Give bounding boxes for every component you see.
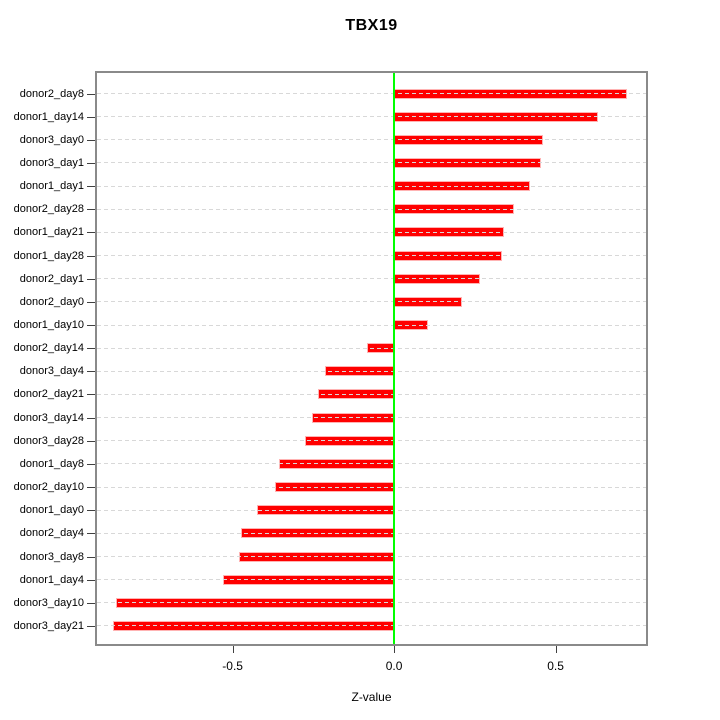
gridline: [97, 162, 646, 164]
gridline: [97, 602, 646, 604]
y-axis-label: donor1_day0: [19, 504, 84, 517]
x-axis-title: Z-value: [351, 690, 392, 704]
y-tick: [87, 371, 95, 373]
gridline: [97, 579, 646, 581]
y-tick: [87, 209, 95, 211]
y-axis-label: donor1_day14: [13, 110, 84, 123]
y-axis-label: donor2_day8: [19, 87, 84, 100]
gridline: [97, 440, 646, 442]
y-axis-label: donor3_day14: [13, 411, 84, 424]
gridline: [97, 301, 646, 303]
y-axis-label: donor2_day4: [19, 527, 84, 540]
y-axis-label: donor2_day28: [13, 203, 84, 216]
y-tick: [87, 278, 95, 280]
gridline: [97, 486, 646, 488]
gridline: [97, 93, 646, 94]
gridline: [97, 185, 646, 187]
x-tick-label: -0.5: [222, 659, 243, 673]
y-axis-label: donor1_day10: [13, 319, 84, 331]
y-axis-label: donor3_day10: [13, 596, 84, 609]
y-tick: [87, 116, 95, 118]
y-axis-label: donor2_day1: [19, 272, 84, 285]
y-axis-label: donor1_day28: [13, 249, 84, 262]
y-tick: [87, 255, 95, 257]
plot-box-border: [95, 71, 648, 646]
y-axis-label: donor2_day10: [13, 481, 84, 494]
y-axis-label: donor1_day21: [13, 226, 84, 239]
gridline: [97, 532, 646, 534]
y-axis-label: donor3_day8: [19, 550, 84, 563]
x-tick: [394, 646, 396, 653]
plot-area: [97, 73, 646, 644]
gridline: [97, 208, 646, 210]
y-axis-label: donor3_day4: [19, 365, 84, 378]
x-tick-label: 0.0: [385, 659, 403, 673]
y-tick: [87, 533, 95, 535]
y-axis-label: donor2_day14: [13, 342, 84, 355]
y-tick: [87, 463, 95, 465]
y-tick: [87, 348, 95, 350]
y-axis-label: donor1_day8: [19, 457, 84, 470]
y-axis-label: donor1_day4: [19, 573, 84, 586]
y-tick: [87, 625, 95, 627]
y-axis-label: donor3_day21: [13, 619, 84, 632]
gridline: [97, 116, 646, 118]
y-axis-label: donor3_day0: [19, 133, 84, 146]
y-axis-label: donor3_day1: [19, 156, 84, 169]
gridline: [97, 278, 646, 280]
y-tick: [87, 93, 95, 95]
gridline: [97, 625, 646, 627]
y-tick: [87, 139, 95, 141]
gridline: [97, 463, 646, 465]
y-tick: [87, 325, 95, 326]
y-tick: [87, 556, 95, 558]
gridline: [97, 417, 646, 419]
y-axis-label: donor2_day0: [19, 295, 84, 308]
gridline: [97, 393, 646, 395]
chart-title: TBX19: [345, 17, 398, 34]
y-tick: [87, 417, 95, 419]
y-axis-label: donor1_day1: [19, 180, 84, 193]
y-tick: [87, 394, 95, 396]
y-tick: [87, 579, 95, 581]
y-tick: [87, 186, 95, 188]
y-tick: [87, 510, 95, 512]
gridline: [97, 556, 646, 557]
y-tick: [87, 232, 95, 234]
x-tick: [232, 646, 234, 653]
gridline: [97, 509, 646, 511]
y-tick: [87, 440, 95, 442]
x-tick-label: 0.5: [547, 659, 564, 673]
zero-reference-line: [393, 73, 395, 644]
x-tick: [555, 646, 557, 653]
gridline: [97, 370, 646, 372]
y-tick: [87, 162, 95, 164]
y-axis-label: donor2_day21: [13, 388, 84, 401]
gridline: [97, 347, 646, 349]
y-tick: [87, 301, 95, 303]
y-axis-label: donor3_day28: [13, 434, 84, 447]
gridline: [97, 255, 646, 257]
gridline: [97, 231, 646, 233]
gridline: [97, 139, 646, 141]
y-tick: [87, 487, 95, 489]
y-tick: [87, 602, 95, 604]
gridline: [97, 324, 646, 326]
